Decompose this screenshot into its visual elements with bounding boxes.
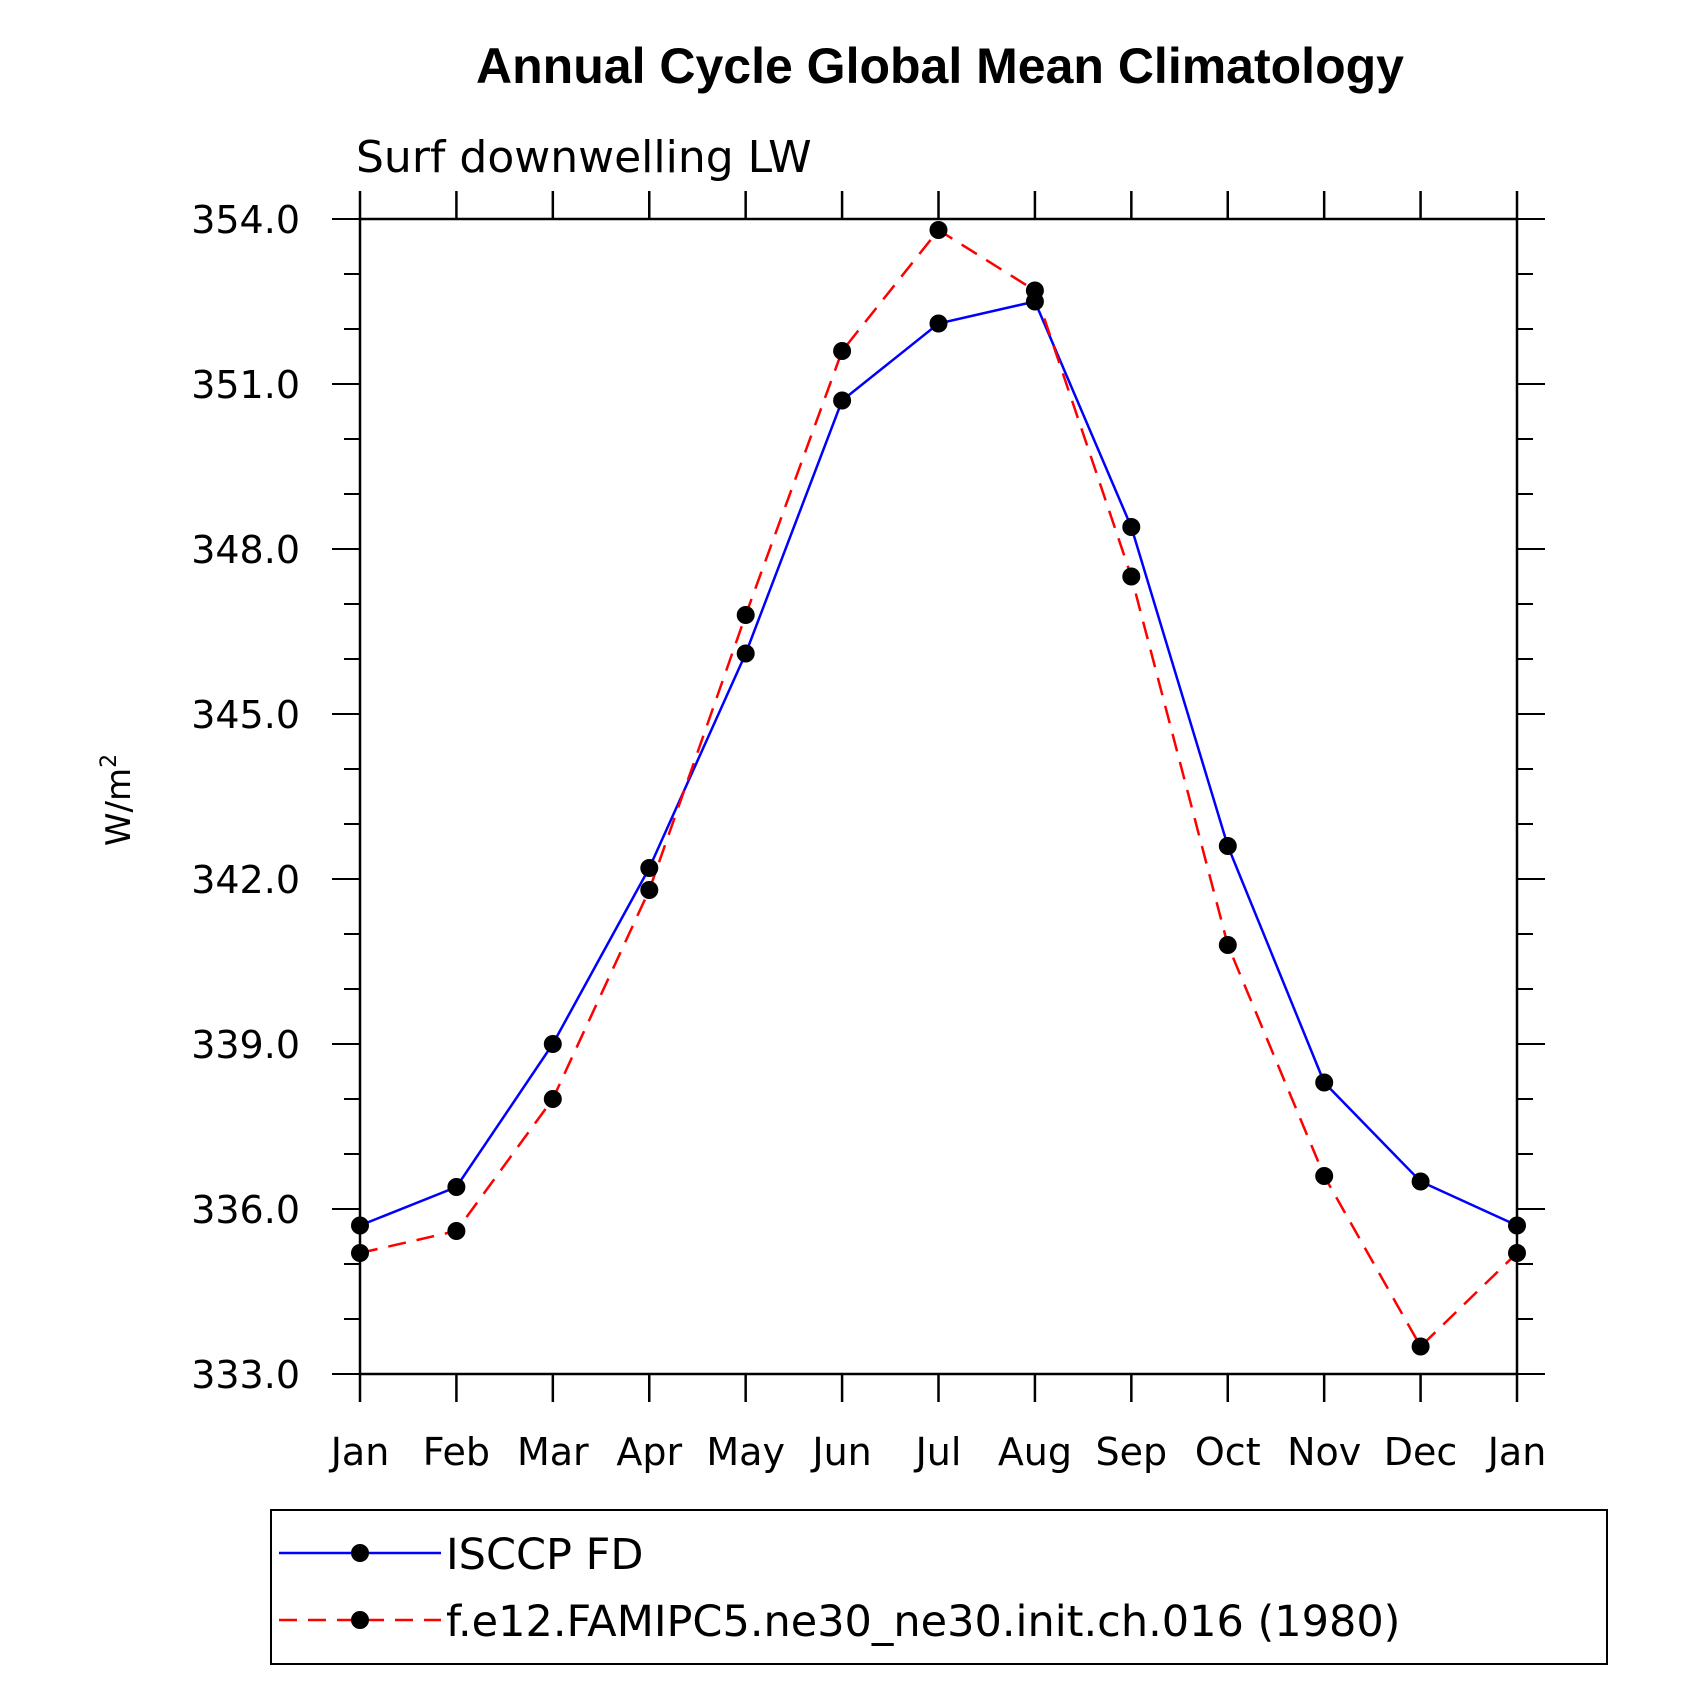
x-tick-label: Aug [998, 1430, 1072, 1474]
legend: ISCCP FD f.e12.FAMIPC5.ne30_ne30.init.ch… [270, 1509, 1608, 1665]
data-point-series-0 [1122, 518, 1141, 536]
data-point-series-0 [447, 1178, 466, 1196]
legend-box [270, 1509, 1608, 1665]
x-tick-label: Feb [423, 1430, 490, 1474]
x-tick-label: Mar [517, 1430, 589, 1474]
axis-ticks [332, 191, 1545, 1402]
plot-frame [358, 217, 1519, 1376]
y-axis-label-superscript: 2 [97, 754, 122, 768]
chart-subtitle: Surf downwelling LW [356, 132, 812, 183]
chart-title: Annual Cycle Global Mean Climatology [476, 38, 1404, 94]
data-point-series-1 [640, 881, 659, 899]
data-point-series-1 [1508, 1244, 1526, 1262]
y-tick-label: 333.0 [191, 1353, 300, 1397]
legend-marker-model [351, 1611, 369, 1629]
series-line-0 [359, 300, 1518, 1227]
x-tick-label: Jun [810, 1430, 871, 1474]
x-tick-label: Dec [1384, 1430, 1458, 1474]
data-point-series-0 [543, 1035, 562, 1053]
legend-label-isccp: ISCCP FD [446, 1530, 643, 1580]
y-tick-label: 342.0 [191, 858, 300, 902]
data-point-series-1 [543, 1090, 562, 1108]
y-tick-labels: 354.0 351.0 348.0 345.0 342.0 339.0 336.0 333.0 [191, 198, 300, 1397]
data-point-series-1 [447, 1222, 466, 1240]
y-axis-label: W/m2 [97, 754, 139, 846]
x-tick-label: Jan [1486, 1430, 1547, 1474]
x-tick-label: May [706, 1430, 785, 1474]
data-point-series-1 [1315, 1167, 1334, 1185]
x-tick-labels: Jan Feb Mar Apr May Jun Jul Aug Sep Oct Nov Dec Jan [329, 1430, 1547, 1474]
data-point-series-1 [1025, 281, 1044, 300]
data-point-series-1 [833, 342, 852, 360]
data-point-series-0 [1411, 1172, 1430, 1191]
y-tick-label: 336.0 [191, 1188, 300, 1232]
x-tick-label: Oct [1195, 1430, 1261, 1474]
data-point-series-1 [1218, 936, 1237, 954]
y-tick-label: 345.0 [191, 693, 300, 737]
data-point-series-1 [351, 1244, 369, 1262]
series-line-1 [359, 228, 1518, 1349]
data-point-series-1 [1411, 1337, 1430, 1356]
x-tick-label: Nov [1287, 1430, 1361, 1474]
data-point-series-1 [736, 606, 755, 624]
x-tick-label: Sep [1096, 1430, 1168, 1474]
data-point-series-0 [736, 644, 755, 663]
legend-marker-isccp [351, 1544, 369, 1562]
x-tick-label: Apr [616, 1430, 682, 1474]
data-point-series-0 [1315, 1073, 1334, 1092]
series-layer [351, 221, 1526, 1356]
y-tick-label: 348.0 [191, 528, 300, 572]
y-tick-label: 354.0 [191, 198, 300, 242]
data-point-series-0 [1218, 837, 1237, 855]
data-point-series-0 [929, 314, 948, 333]
x-tick-label: Jan [329, 1430, 390, 1474]
data-point-series-0 [833, 391, 852, 410]
data-point-series-0 [351, 1216, 369, 1235]
data-point-series-1 [929, 221, 948, 239]
data-point-series-1 [1122, 567, 1141, 586]
y-tick-label: 351.0 [191, 363, 300, 407]
data-point-series-0 [1508, 1216, 1526, 1235]
legend-label-model: f.e12.FAMIPC5.ne30_ne30.init.ch.016 (198… [446, 1597, 1400, 1647]
y-tick-label: 339.0 [191, 1023, 300, 1067]
data-point-series-0 [640, 859, 659, 877]
x-tick-label: Jul [914, 1430, 962, 1474]
